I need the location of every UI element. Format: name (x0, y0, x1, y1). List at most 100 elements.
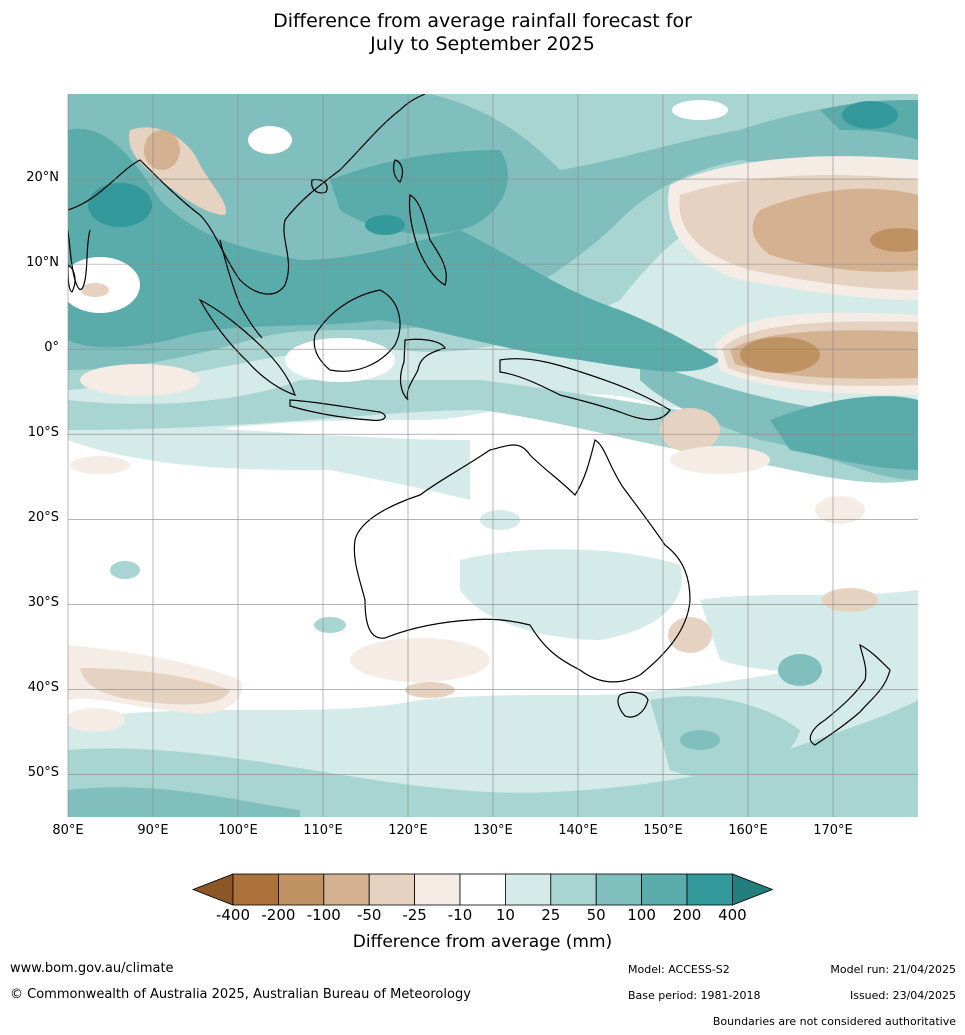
anomaly-region (460, 549, 682, 640)
anomaly-region (650, 696, 800, 778)
anomaly-region (68, 128, 720, 372)
anomaly-region (672, 100, 728, 120)
anomaly-region (80, 364, 200, 396)
philippines-coastline (408, 194, 447, 286)
lon-tick-label: 150°E (643, 823, 683, 838)
lat-tick-label: 20°N (26, 170, 59, 186)
lon-tick-label: 90°E (137, 823, 169, 838)
asia-coastline (68, 94, 426, 295)
anomaly-region (110, 561, 140, 579)
anomaly-region (480, 510, 520, 530)
anomaly-region (778, 654, 822, 686)
lon-tick-label: 140°E (558, 823, 598, 838)
lon-tick-label: 130°E (473, 823, 513, 838)
anomaly-region (314, 617, 346, 633)
colorbar-tick-label: 400 (718, 906, 747, 924)
colorbar-bin (232, 873, 279, 906)
footer-disclaimer: Boundaries are not considered authoritat… (712, 1015, 956, 1028)
colorbar (191, 873, 774, 906)
footer-model: Model: ACCESS-S2 (628, 963, 730, 976)
colorbar-bin (595, 873, 643, 906)
anomaly-region (350, 638, 490, 682)
colorbar-tick-label: -200 (261, 906, 296, 924)
colorbar-tick-label: 10 (495, 906, 515, 924)
lon-tick-label: 160°E (728, 823, 768, 838)
colorbar-extend-low (191, 873, 234, 906)
lat-tick-label: 50°S (27, 765, 59, 781)
colorbar-tick-label: -50 (356, 906, 382, 924)
lat-tick-label: 10°N (26, 255, 59, 271)
anomaly-region (330, 150, 508, 234)
sumatra-coastline (198, 298, 296, 396)
lon-tick-label: 170°E (813, 823, 853, 838)
anomaly-region (68, 420, 470, 500)
borneo-coastline (313, 289, 401, 372)
colorbar-bin (459, 873, 506, 906)
colorbar-title: Difference from average (mm) (352, 932, 613, 952)
footer-url[interactable]: www.bom.gov.au/climate (10, 961, 174, 976)
anomaly-region (68, 787, 300, 817)
anomaly-region (144, 130, 180, 170)
new-zealand-coastline (809, 643, 891, 746)
anomaly-region (68, 708, 125, 732)
anomaly-region (70, 456, 130, 474)
title-line-2: July to September 2025 (370, 33, 595, 55)
colorbar-bin (368, 873, 416, 906)
anomaly-region (365, 215, 405, 235)
colorbar-tick-label: -10 (447, 906, 473, 924)
footer-model-run: Model run: 21/04/2025 (830, 963, 956, 976)
rainfall-map (67, 94, 918, 906)
lat-tick-label: 20°S (27, 510, 59, 526)
hainan-coastline (311, 179, 328, 194)
colorbar-bin (641, 873, 688, 906)
colorbar-tick-label: 200 (672, 906, 702, 924)
taiwan-coastline (393, 159, 404, 183)
new-guinea-coastline (499, 358, 671, 421)
tasmania-coastline (617, 691, 649, 718)
lon-tick-label: 110°E (303, 823, 343, 838)
anomaly-region (68, 380, 918, 483)
footer-copyright: © Commonwealth of Australia 2025, Austra… (10, 987, 471, 1002)
colorbar-extend-high (732, 873, 774, 906)
lon-tick-label: 120°E (388, 823, 428, 838)
colorbar-tick-label: 50 (586, 906, 606, 924)
colorbar-bin (277, 873, 325, 906)
colorbar-tick-label: -400 (215, 906, 251, 924)
lat-tick-label: 40°S (27, 680, 59, 696)
colorbar-tick-label: -100 (306, 906, 341, 924)
anomaly-region (752, 188, 918, 272)
title-line-1: Difference from average rainfall forecas… (273, 10, 692, 32)
anomaly-region (842, 101, 898, 129)
anomaly-region (870, 228, 918, 252)
lon-tick-label: 100°E (218, 823, 258, 838)
colorbar-bin (686, 873, 733, 906)
colorbar-tick-label: 100 (627, 906, 656, 924)
lat-tick-label: 0° (44, 340, 59, 356)
colorbar-tick-label: 25 (541, 906, 561, 924)
anomaly-region (81, 283, 109, 297)
anomaly-region (80, 668, 230, 705)
lat-tick-label: 30°S (27, 595, 59, 611)
australia-coastline (353, 439, 691, 683)
lat-tick-label: 10°S (27, 425, 59, 441)
colorbar-tick-label: -25 (402, 906, 427, 924)
gridlines (67, 94, 918, 817)
malay-peninsula-coastline (219, 239, 263, 339)
anomaly-region (405, 682, 455, 698)
anomaly-region (740, 337, 820, 373)
anomaly-region (770, 396, 918, 470)
coastlines (68, 94, 891, 746)
anomaly-region (248, 126, 292, 154)
colorbar-bin (550, 873, 597, 906)
lon-tick-label: 80°E (52, 823, 84, 838)
footer-base-period: Base period: 1981-2018 (628, 989, 761, 1002)
footer-issued: Issued: 23/04/2025 (849, 989, 956, 1002)
sulawesi-coastline (399, 338, 446, 401)
india-coastline (68, 229, 91, 290)
anomaly-region (680, 730, 720, 750)
anomaly-region (668, 617, 712, 653)
anomaly-region (88, 183, 152, 227)
anomaly-region (68, 700, 918, 817)
anomaly-region (670, 446, 770, 474)
colorbar-bin (323, 873, 370, 906)
